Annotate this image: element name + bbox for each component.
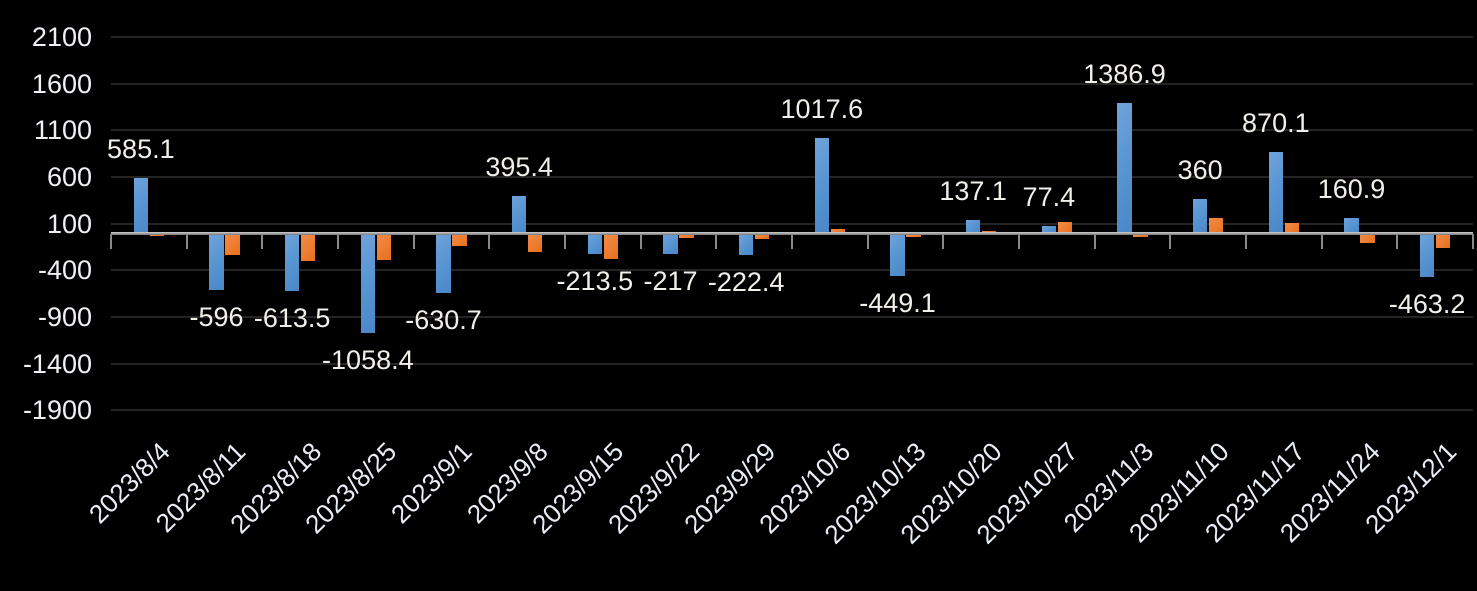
x-axis-tick-mark [1018, 234, 1020, 249]
y-axis-tick-label: 1100 [33, 115, 92, 146]
x-axis-tick-mark [261, 234, 264, 249]
orange-series-bar [452, 234, 467, 247]
data-label: -449.1 [859, 287, 936, 318]
gridline [111, 35, 1473, 38]
blue-series-bar [738, 234, 754, 255]
y-axis-tick-label: 600 [46, 161, 92, 192]
blue-series-bar [284, 234, 300, 292]
orange-series-bar [679, 234, 694, 239]
blue-series-bar [1041, 225, 1057, 233]
x-axis-tick-mark [1396, 234, 1399, 249]
blue-series-bar [890, 234, 905, 276]
blue-series-bar [1268, 151, 1284, 233]
blue-series-bar [436, 234, 451, 293]
x-axis-tick-mark [866, 234, 869, 249]
orange-series-bar [225, 234, 240, 256]
blue-series-bar [1344, 217, 1359, 233]
orange-series-bar [527, 234, 543, 252]
x-axis-tick-mark [791, 234, 793, 249]
data-label: -222.4 [707, 266, 785, 297]
blue-series-bar [209, 234, 224, 290]
data-label: -1058.4 [322, 344, 414, 375]
blue-series-bar [511, 196, 527, 233]
x-axis-tick-mark [715, 234, 718, 249]
x-axis-tick-mark [564, 234, 566, 249]
gridline [111, 175, 1473, 178]
orange-series-bar [1435, 234, 1451, 248]
blue-series-bar [814, 137, 830, 233]
x-axis-tick-mark [639, 234, 642, 249]
y-axis-tick-label: 2100 [31, 21, 92, 52]
blue-series-bar [663, 234, 678, 255]
y-axis-tick-label: -400 [37, 255, 92, 286]
x-axis-tick-mark [942, 234, 945, 249]
gridline [111, 316, 1473, 319]
orange-series-bar [754, 234, 770, 240]
x-axis-line [111, 231, 1473, 235]
data-label: -596 [189, 301, 244, 332]
data-label: 137.1 [939, 176, 1007, 207]
blue-series-bar [360, 234, 376, 333]
orange-series-bar [906, 234, 921, 238]
data-label: 395.4 [485, 152, 553, 183]
y-axis-tick-label: -1400 [22, 348, 92, 379]
orange-series-bar [1284, 222, 1300, 233]
blue-series-bar [133, 178, 149, 233]
data-label: 585.1 [107, 134, 175, 165]
blue-series-bar [587, 234, 603, 254]
gridline [111, 129, 1473, 132]
orange-series-bar [1360, 234, 1375, 244]
data-label: -217 [643, 266, 698, 297]
x-axis-tick-mark [337, 234, 339, 249]
orange-series-bar [1208, 217, 1224, 233]
data-label: 360 [1177, 155, 1223, 186]
data-label: -463.2 [1388, 289, 1466, 320]
data-label: 160.9 [1317, 173, 1386, 204]
y-axis-tick-label: -1900 [22, 395, 92, 426]
x-axis-tick-mark [1169, 234, 1172, 249]
x-axis-category-label: 2023/9/1 [385, 436, 479, 530]
data-label: 870.1 [1242, 107, 1310, 138]
data-label: 1386.9 [1083, 59, 1166, 90]
orange-series-bar [1133, 234, 1148, 238]
data-label: -613.5 [253, 303, 331, 334]
x-axis-tick-mark [110, 234, 112, 249]
x-axis-tick-mark [1320, 234, 1323, 249]
data-label: 1017.6 [780, 93, 864, 124]
data-label: -630.7 [405, 304, 482, 335]
orange-series-bar [149, 234, 165, 236]
orange-series-bar [1057, 221, 1073, 233]
orange-series-bar [376, 234, 392, 261]
blue-series-bar [1419, 234, 1435, 278]
x-axis-tick-mark [1093, 234, 1096, 249]
x-axis-tick-mark [185, 234, 188, 249]
data-label: -213.5 [556, 265, 634, 296]
x-axis-tick-mark [1245, 234, 1247, 249]
data-label: 77.4 [1022, 181, 1076, 212]
blue-series-bar [1117, 103, 1132, 233]
x-axis-tick-mark [488, 234, 491, 249]
blue-series-bar [1192, 199, 1208, 233]
orange-series-bar [300, 234, 316, 261]
y-axis-tick-label: -900 [37, 302, 92, 333]
y-axis-tick-label: 100 [46, 208, 92, 239]
gridline [111, 82, 1473, 85]
orange-series-bar [603, 234, 619, 259]
y-axis-tick-label: 1600 [31, 68, 92, 99]
blue-series-bar [965, 220, 981, 233]
x-axis-tick-mark [1472, 234, 1474, 249]
x-axis-tick-mark [412, 234, 415, 249]
orange-series-bar [830, 229, 846, 233]
gridline [111, 362, 1473, 365]
gridline [111, 269, 1473, 272]
gridline [111, 409, 1473, 412]
gridline [111, 222, 1473, 225]
